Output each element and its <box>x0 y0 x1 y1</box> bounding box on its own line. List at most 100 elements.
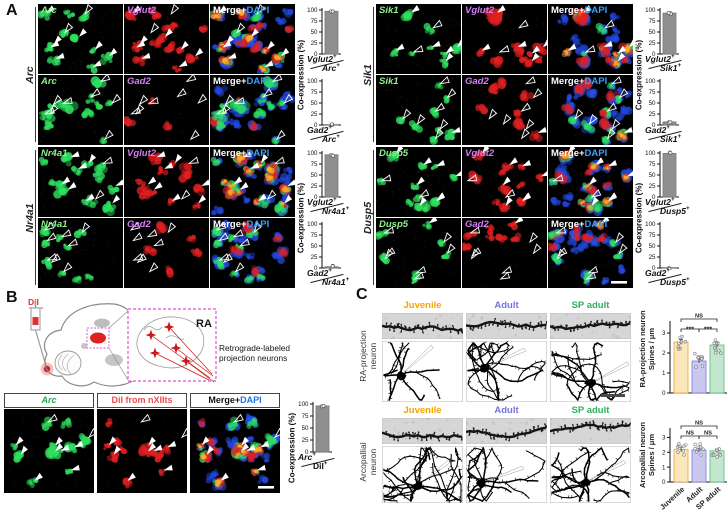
merge-label: Merge+ <box>213 219 247 230</box>
gene-label: Nr4a1 <box>41 148 68 159</box>
svg-text:75: 75 <box>649 161 656 168</box>
bar-chart-gad2-arc: 0 25 50 75 100 <box>307 78 341 127</box>
svg-text:75: 75 <box>649 232 656 239</box>
micrograph-merge: Merge+DAPI <box>548 147 633 217</box>
gene-block-dusp5: Dusp5 Dusp5 Vglut2 Merge+DAPI Dusp5 Gad2… <box>360 147 707 288</box>
micrograph-merge: Merge+DAPI <box>548 75 633 145</box>
svg-text:100: 100 <box>645 7 656 14</box>
neuron-tracing <box>550 446 631 503</box>
dendrite-image <box>382 313 463 339</box>
micrograph-dusp5-green: Dusp5 <box>376 218 461 288</box>
svg-text:50: 50 <box>311 29 318 36</box>
micrograph-gad2-red: Gad2 <box>124 218 209 288</box>
ra-nucleus <box>90 332 106 344</box>
dapi-label: DAPI <box>246 148 270 159</box>
chart-y-label-ra: RA-projection neuron Spines / μm <box>638 310 656 388</box>
probe-label: Gad2 <box>127 76 151 87</box>
svg-text:50: 50 <box>311 172 318 179</box>
svg-text:100: 100 <box>307 221 318 228</box>
dendrite-image <box>550 418 631 444</box>
row-label-nr4a1: Nr4a1 <box>22 147 38 288</box>
probe-label: Vglut2 <box>465 5 495 16</box>
dapi-label: DAPI <box>584 219 608 230</box>
dapi-label: DAPI <box>584 76 608 87</box>
gene-label: Arc <box>41 76 57 87</box>
ra-inset-box <box>127 308 217 382</box>
merge-label: Merge+ <box>213 76 247 87</box>
neuron-tracing <box>382 446 463 503</box>
svg-text:25: 25 <box>649 254 656 261</box>
svg-text:0: 0 <box>652 122 656 127</box>
gene-label: Arc <box>41 5 57 16</box>
micrograph-vglut2-red: Vglut2 <box>124 147 209 217</box>
svg-text:50: 50 <box>649 100 656 107</box>
probe-label: Vglut2 <box>465 148 495 159</box>
merge-label: Merge+ <box>551 148 585 159</box>
age-header-sp-adult: SP adult <box>571 405 610 416</box>
merge-label: Merge+ <box>551 5 585 16</box>
bar-chart-gad2-nr4a1: 0 25 50 75 100 <box>307 221 341 270</box>
svg-text:100: 100 <box>307 150 318 157</box>
svg-text:50: 50 <box>649 243 656 250</box>
injection-schematic: DiI RA Retrograde-labeled <box>28 297 290 387</box>
fraction-label: Vglut2+ Arc+ <box>307 54 367 73</box>
svg-text:75: 75 <box>649 18 656 25</box>
panel-b-label: B <box>6 289 18 306</box>
probe-label: Gad2 <box>465 219 489 230</box>
fraction-label: Arc+ DiI+ <box>298 452 358 471</box>
dapi-label: DAPI <box>246 76 270 87</box>
gene-block-arc: Arc Arc Vglut2 Merge+DAPI Arc Gad2 Merge… <box>22 4 369 145</box>
header-arc: Arc <box>4 393 94 408</box>
svg-text:50: 50 <box>311 100 318 107</box>
gene-label: Sik1 <box>379 5 399 16</box>
age-header-adult: Adult <box>494 405 519 416</box>
svg-text:50: 50 <box>649 29 656 36</box>
micrograph-sik1-green: Sik1 <box>376 4 461 74</box>
gene-block-sik1: Sik1 Sik1 Vglut2 Merge+DAPI Sik1 Gad2 Me… <box>360 4 707 145</box>
ra-projection-images: Juvenile Adult SP adult <box>382 300 631 402</box>
neuron-tracing <box>466 341 547 402</box>
micrograph-arc-green: Arc <box>38 4 123 74</box>
bar-chart-gad2-dusp5: 0 25 50 75 100 <box>645 221 679 270</box>
svg-text:100: 100 <box>307 78 318 85</box>
micrograph-gad2-red: Gad2 <box>462 75 547 145</box>
y-axis-label: Co-expression (%) <box>634 182 644 253</box>
bar-chart-gad2-sik1: 0 25 50 75 100 <box>645 78 679 127</box>
arcopallial-images: Juvenile Adult SP adult <box>382 405 631 503</box>
svg-text:100: 100 <box>645 150 656 157</box>
svg-text:50: 50 <box>311 243 318 250</box>
svg-text:75: 75 <box>311 18 318 25</box>
micrograph-gad2-red: Gad2 <box>124 75 209 145</box>
svg-text:25: 25 <box>311 254 318 261</box>
dapi-label: DAPI <box>246 5 270 16</box>
ra-label: RA <box>196 318 212 330</box>
group-label-arcopallial: Arcopallial neuron <box>358 442 378 482</box>
probe-label: Vglut2 <box>127 148 157 159</box>
bar-chart-vglut2-arc: 0 25 50 75 100 <box>307 7 341 56</box>
header-merge: Merge+DAPI <box>190 393 280 408</box>
y-axis-label: Co-expression (%) <box>296 182 306 253</box>
chart-y-label-arco: Arcopallial neuron Spines / μm <box>638 422 656 488</box>
dendrite-image <box>466 313 547 339</box>
micrograph-nr4a1-green: Nr4a1 <box>38 147 123 217</box>
merge-label: Merge+ <box>551 76 585 87</box>
micrograph-merge <box>190 409 280 493</box>
svg-text:0: 0 <box>314 265 318 270</box>
neuron-tracing <box>466 446 547 503</box>
merge-label: Merge+ <box>213 148 247 159</box>
svg-text:100: 100 <box>307 7 318 14</box>
probe-label: Gad2 <box>465 76 489 87</box>
age-header-juvenile: Juvenile <box>403 300 442 311</box>
svg-text:25: 25 <box>649 40 656 47</box>
probe-label: Gad2 <box>127 219 151 230</box>
labeled-neurons <box>145 321 215 383</box>
micrograph-vglut2-red: Vglut2 <box>462 4 547 74</box>
panel-b-images: Arc DiI from nXIIts Merge+DAPI <box>4 393 280 493</box>
dapi-label: DAPI <box>584 5 608 16</box>
dendrite-image <box>382 418 463 444</box>
dapi-label: DAPI <box>246 219 270 230</box>
fraction-label: Gad2+ Dusp5+ <box>645 268 690 287</box>
panel-a-label: A <box>6 2 18 19</box>
